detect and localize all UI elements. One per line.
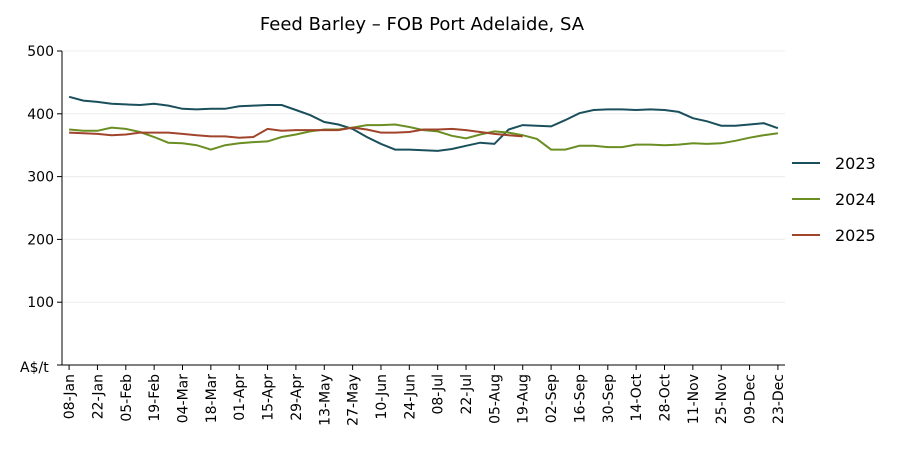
x-tick-label: 22-Jan	[90, 374, 106, 419]
y-tick-label: 400	[27, 107, 54, 123]
legend-label: 2024	[835, 190, 876, 209]
x-tick-label: 23-Dec	[771, 374, 787, 424]
x-tick-label: 08-Jul	[431, 374, 447, 415]
line-series	[69, 126, 523, 139]
x-tick-label: 01-Apr	[232, 374, 248, 421]
x-tick-label: 09-Dec	[743, 374, 759, 424]
y-tick-label: 500	[27, 44, 54, 60]
x-tick-label: 02-Sep	[544, 374, 560, 423]
x-tick-label: 11-Nov	[686, 374, 702, 424]
x-tick-label: 04-Mar	[176, 374, 192, 424]
x-tick-label: 18-Mar	[204, 374, 220, 424]
x-tick-label: 14-Oct	[629, 373, 645, 421]
line-series	[69, 123, 779, 151]
x-tick-label: 24-Jun	[402, 374, 418, 420]
x-tick-label: 29-Apr	[289, 374, 305, 421]
x-tick-label: 27-May	[346, 374, 362, 426]
y-tick-label: 100	[27, 295, 54, 311]
legend-label: 2023	[835, 154, 876, 173]
x-tick-label: 16-Sep	[572, 374, 588, 423]
chart-title: Feed Barley – FOB Port Adelaide, SA	[260, 14, 585, 35]
x-tick-label: 19-Feb	[147, 374, 163, 422]
x-tick-label: 30-Sep	[601, 374, 617, 423]
y-tick-label: 300	[27, 170, 54, 186]
x-tick-label: 25-Nov	[714, 374, 730, 424]
x-tick-label: 19-Aug	[516, 374, 532, 424]
legend-label: 2025	[835, 226, 876, 245]
y-axis-label: A$/t	[20, 360, 49, 376]
x-tick-label: 10-Jun	[374, 374, 390, 420]
x-tick-label: 28-Oct	[658, 373, 674, 421]
x-tick-label: 08-Jan	[62, 374, 78, 419]
x-tick-label: 15-Apr	[261, 374, 277, 421]
x-tick-label: 22-Jul	[459, 374, 475, 415]
x-tick-label: 13-May	[317, 374, 333, 426]
y-tick-label: 200	[27, 232, 54, 248]
x-tick-label: 05-Aug	[487, 374, 503, 424]
line-series	[68, 95, 779, 152]
x-tick-label: 05-Feb	[119, 374, 135, 422]
